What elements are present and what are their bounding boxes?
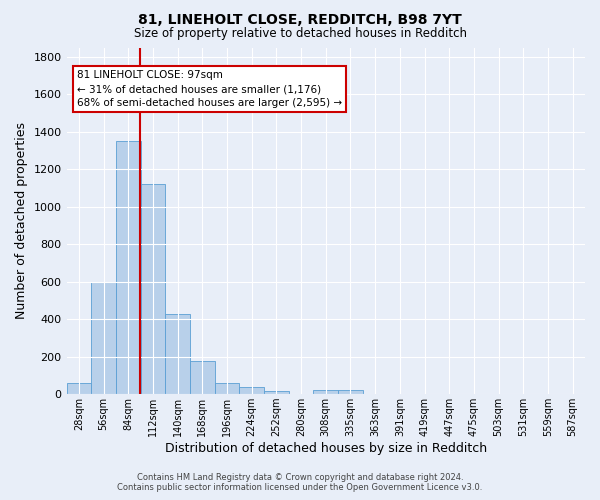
Text: 81 LINEHOLT CLOSE: 97sqm
← 31% of detached houses are smaller (1,176)
68% of sem: 81 LINEHOLT CLOSE: 97sqm ← 31% of detach… — [77, 70, 342, 108]
Text: 81, LINEHOLT CLOSE, REDDITCH, B98 7YT: 81, LINEHOLT CLOSE, REDDITCH, B98 7YT — [138, 12, 462, 26]
Text: Size of property relative to detached houses in Redditch: Size of property relative to detached ho… — [133, 28, 467, 40]
Text: Contains HM Land Registry data © Crown copyright and database right 2024.
Contai: Contains HM Land Registry data © Crown c… — [118, 473, 482, 492]
X-axis label: Distribution of detached houses by size in Redditch: Distribution of detached houses by size … — [165, 442, 487, 455]
Bar — [264, 392, 289, 394]
Bar — [67, 383, 91, 394]
Bar — [165, 314, 190, 394]
Bar — [338, 390, 363, 394]
Bar — [313, 390, 338, 394]
Bar — [239, 386, 264, 394]
Y-axis label: Number of detached properties: Number of detached properties — [15, 122, 28, 320]
Bar — [190, 362, 215, 394]
Bar — [116, 141, 140, 394]
Bar — [215, 383, 239, 394]
Bar — [140, 184, 165, 394]
Bar — [91, 282, 116, 394]
